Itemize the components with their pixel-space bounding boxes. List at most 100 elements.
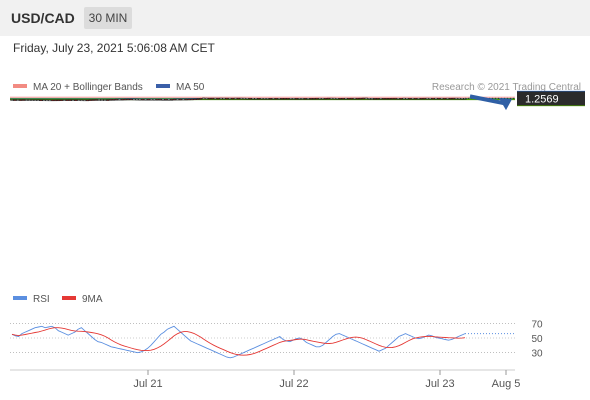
legend-9ma-swatch bbox=[62, 296, 76, 300]
candle-body bbox=[379, 98, 383, 100]
candle-body bbox=[228, 97, 232, 100]
candle-body bbox=[135, 98, 139, 101]
candle-body bbox=[129, 98, 133, 101]
candle-body bbox=[36, 99, 40, 102]
candle-body bbox=[440, 97, 444, 100]
rsi-9ma-line bbox=[11, 327, 466, 356]
candle-body bbox=[419, 97, 423, 100]
candle-body bbox=[30, 99, 34, 101]
candle-body bbox=[327, 97, 331, 100]
candle-body bbox=[315, 97, 319, 100]
candle-body bbox=[431, 97, 435, 100]
candle-body bbox=[321, 97, 325, 100]
candle-body bbox=[173, 98, 177, 101]
candle-body bbox=[335, 98, 339, 100]
candle-body bbox=[434, 97, 438, 100]
candle-body bbox=[19, 99, 23, 101]
candle-body bbox=[152, 98, 156, 101]
candle-body bbox=[448, 97, 452, 100]
candle-body bbox=[245, 97, 249, 100]
timeframe-button[interactable]: 30 MIN bbox=[84, 7, 132, 29]
candle-body bbox=[402, 97, 406, 100]
candle-body bbox=[10, 99, 14, 101]
legend-ma20-swatch bbox=[13, 84, 27, 88]
candle-body bbox=[251, 98, 255, 100]
candle-body bbox=[155, 98, 159, 101]
candle-body bbox=[239, 97, 243, 100]
candle-body bbox=[25, 99, 29, 101]
candle-body bbox=[457, 97, 461, 100]
candle-body bbox=[283, 98, 287, 100]
candle-body bbox=[199, 98, 203, 100]
candle-body bbox=[205, 97, 209, 100]
candle-body bbox=[13, 99, 17, 101]
candle-body bbox=[170, 99, 174, 101]
candle-body bbox=[22, 99, 26, 101]
candle-body bbox=[408, 97, 412, 100]
candle-body bbox=[126, 98, 130, 101]
candle-body bbox=[207, 97, 211, 100]
candle-body bbox=[300, 98, 304, 100]
legend-ma50-swatch bbox=[156, 84, 170, 88]
candle-body bbox=[428, 97, 432, 100]
candle-body bbox=[268, 98, 272, 100]
candle-body bbox=[393, 97, 397, 100]
candle-body bbox=[373, 98, 377, 100]
candle-body bbox=[181, 98, 185, 101]
symbol-title: USD/CAD bbox=[11, 10, 75, 26]
candle-body bbox=[149, 98, 153, 101]
candle-body bbox=[167, 99, 171, 101]
candle-body bbox=[347, 97, 351, 100]
candle-body bbox=[332, 97, 336, 100]
candle-body bbox=[225, 97, 229, 100]
candle-body bbox=[297, 98, 301, 100]
candle-body bbox=[80, 99, 84, 102]
datetime-label: Friday, July 23, 2021 5:06:08 AM CET bbox=[13, 41, 215, 55]
candle-body bbox=[120, 98, 124, 101]
candle-body bbox=[396, 98, 400, 100]
candle-body bbox=[289, 98, 293, 100]
candle-body bbox=[443, 97, 447, 100]
candle-body bbox=[286, 98, 290, 100]
candle-body bbox=[237, 97, 241, 100]
candle-body bbox=[115, 98, 119, 101]
candle-body bbox=[68, 99, 72, 101]
candle-body bbox=[42, 99, 46, 102]
candle-body bbox=[138, 98, 142, 101]
candle-body bbox=[27, 99, 31, 101]
rsi-tick-label: 70 bbox=[531, 319, 543, 330]
candle-body bbox=[106, 99, 110, 101]
candle-body bbox=[56, 99, 60, 102]
candle-body bbox=[146, 98, 150, 101]
candle-body bbox=[158, 98, 162, 101]
candle-body bbox=[161, 98, 165, 101]
candle-body bbox=[263, 98, 267, 100]
forecast-arrow-head bbox=[499, 98, 512, 111]
candle-body bbox=[94, 99, 98, 101]
candle-body bbox=[341, 97, 345, 100]
candle-body bbox=[338, 98, 342, 100]
candle-body bbox=[248, 97, 252, 100]
candle-body bbox=[123, 98, 127, 101]
candle-body bbox=[414, 97, 418, 100]
candle-body bbox=[312, 98, 316, 100]
candle-body bbox=[266, 98, 270, 100]
candle-body bbox=[141, 98, 145, 101]
candle-body bbox=[216, 97, 220, 100]
top-bar: USD/CAD 30 MIN bbox=[0, 0, 590, 36]
candle-body bbox=[97, 99, 101, 101]
candle-body bbox=[295, 98, 299, 100]
legend-9ma-label: 9MA bbox=[82, 294, 103, 305]
candle-body bbox=[385, 98, 389, 100]
copyright-text: Research © 2021 Trading Central bbox=[432, 82, 581, 93]
candle-body bbox=[387, 98, 391, 100]
candle-body bbox=[399, 98, 403, 100]
rsi-tick-label: 30 bbox=[531, 349, 543, 360]
last-price-label: 1.2569 bbox=[525, 93, 559, 105]
candle-body bbox=[358, 97, 362, 100]
candle-body bbox=[219, 97, 223, 100]
candle-body bbox=[222, 97, 226, 100]
legend-ma20-label: MA 20 + Bollinger Bands bbox=[33, 82, 143, 93]
candle-body bbox=[178, 98, 182, 101]
candle-body bbox=[376, 98, 380, 100]
